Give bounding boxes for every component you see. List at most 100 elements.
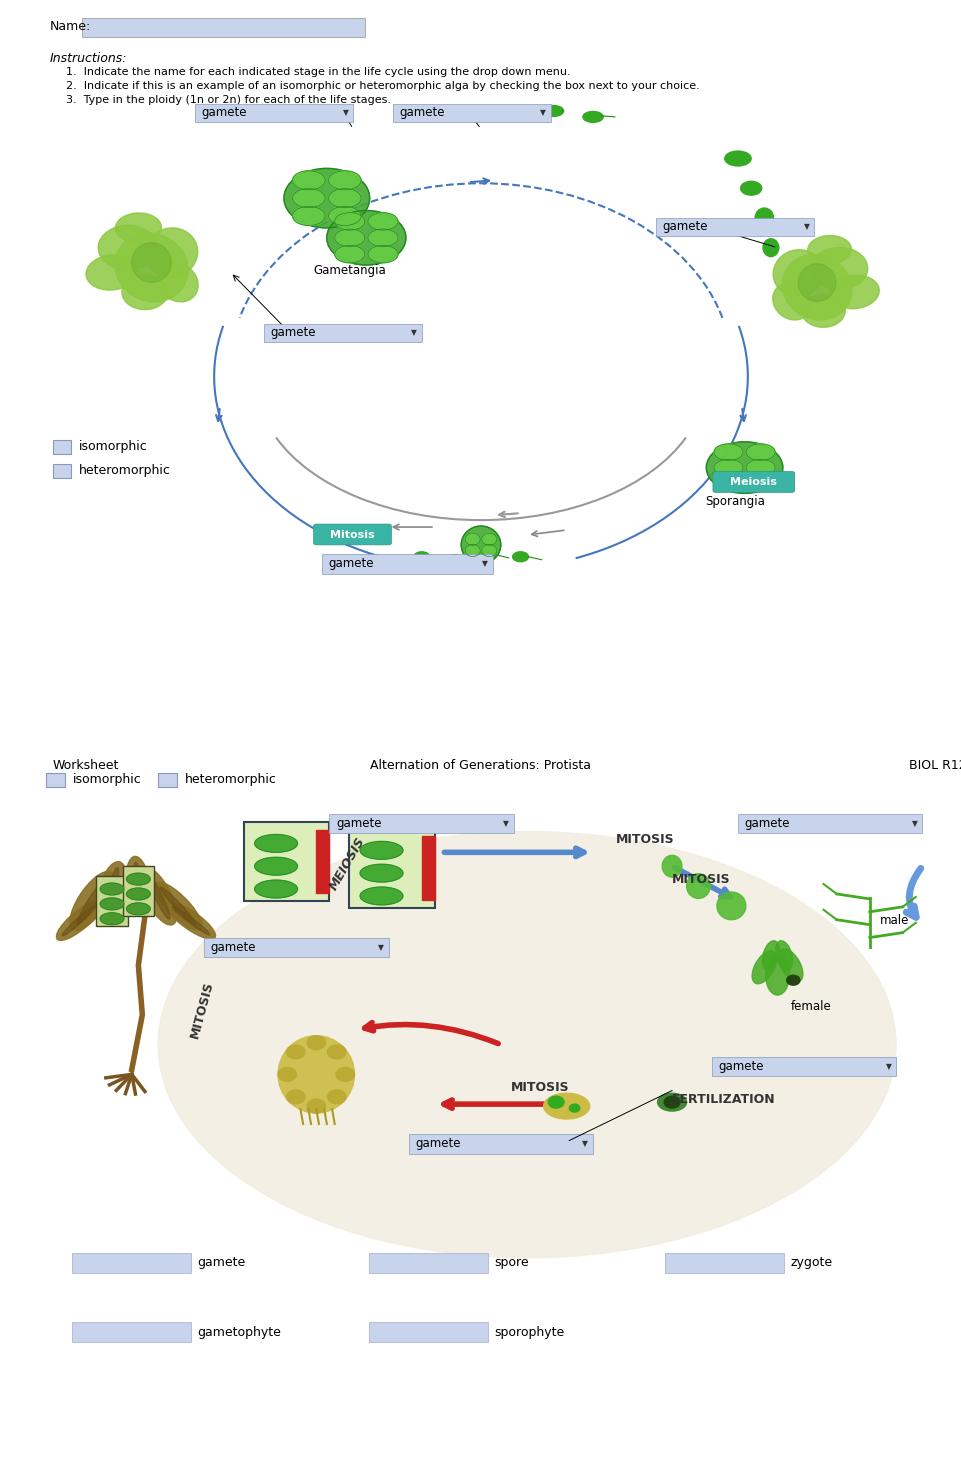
- FancyBboxPatch shape: [204, 938, 388, 957]
- Ellipse shape: [77, 878, 107, 925]
- Text: heteromorphic: heteromorphic: [185, 773, 276, 786]
- FancyBboxPatch shape: [72, 1254, 191, 1273]
- Text: gamete: gamete: [718, 1059, 763, 1072]
- Ellipse shape: [62, 906, 96, 937]
- Ellipse shape: [460, 526, 501, 564]
- Text: 1.  Indicate the name for each indicated stage in the life cycle using the drop : 1. Indicate the name for each indicated …: [65, 67, 570, 77]
- Text: gamete: gamete: [415, 1137, 460, 1150]
- FancyBboxPatch shape: [655, 218, 814, 235]
- Ellipse shape: [801, 294, 845, 327]
- Ellipse shape: [126, 856, 151, 916]
- Text: Alternation of Generations: Protista: Alternation of Generations: Protista: [370, 760, 591, 773]
- Text: spore: spore: [494, 1256, 529, 1270]
- FancyBboxPatch shape: [392, 104, 551, 121]
- Ellipse shape: [765, 955, 789, 995]
- Text: FERTILIZATION: FERTILIZATION: [672, 1093, 775, 1106]
- Ellipse shape: [329, 171, 360, 190]
- Text: Mitosis: Mitosis: [330, 530, 374, 541]
- Text: ▼: ▼: [540, 108, 546, 117]
- Ellipse shape: [367, 229, 398, 247]
- Text: Instructions:: Instructions:: [50, 51, 128, 64]
- Text: isomorphic: isomorphic: [79, 440, 148, 453]
- Circle shape: [286, 1090, 305, 1103]
- Ellipse shape: [278, 1036, 354, 1113]
- FancyBboxPatch shape: [72, 1322, 191, 1343]
- Text: ▼: ▼: [503, 820, 508, 828]
- Ellipse shape: [367, 213, 398, 231]
- Ellipse shape: [752, 951, 776, 983]
- Text: gamete: gamete: [202, 107, 247, 120]
- Circle shape: [327, 1045, 346, 1059]
- Text: MITOSIS: MITOSIS: [188, 980, 216, 1040]
- Ellipse shape: [359, 842, 403, 859]
- Text: ▼: ▼: [481, 560, 487, 568]
- Text: ▼: ▼: [342, 108, 348, 117]
- Bar: [96, 877, 128, 926]
- Ellipse shape: [86, 254, 137, 291]
- Ellipse shape: [740, 181, 761, 196]
- Ellipse shape: [446, 555, 462, 565]
- Ellipse shape: [478, 108, 491, 114]
- Text: ▼: ▼: [885, 1062, 891, 1071]
- FancyBboxPatch shape: [53, 463, 71, 478]
- Text: gamete: gamete: [399, 107, 444, 120]
- FancyBboxPatch shape: [737, 814, 922, 833]
- Ellipse shape: [746, 444, 775, 460]
- Ellipse shape: [775, 941, 792, 970]
- Bar: [349, 828, 434, 907]
- Ellipse shape: [292, 171, 325, 190]
- FancyBboxPatch shape: [408, 1134, 592, 1154]
- Ellipse shape: [292, 206, 325, 225]
- Ellipse shape: [754, 207, 773, 228]
- FancyBboxPatch shape: [369, 1254, 487, 1273]
- Ellipse shape: [292, 188, 325, 207]
- Circle shape: [335, 1068, 354, 1081]
- Ellipse shape: [777, 948, 802, 982]
- Ellipse shape: [127, 874, 150, 885]
- Ellipse shape: [582, 111, 603, 123]
- Ellipse shape: [661, 855, 681, 877]
- Ellipse shape: [172, 907, 209, 935]
- Ellipse shape: [413, 552, 430, 561]
- Text: MITOSIS: MITOSIS: [672, 874, 730, 885]
- Circle shape: [548, 1096, 563, 1107]
- Circle shape: [307, 1099, 325, 1113]
- Text: gametophyte: gametophyte: [197, 1325, 282, 1338]
- Ellipse shape: [705, 441, 782, 494]
- Circle shape: [327, 1090, 346, 1103]
- Text: 2.  Indicate if this is an example of an isomorphic or heteromorphic alga by che: 2. Indicate if this is an example of an …: [65, 82, 699, 91]
- Ellipse shape: [762, 941, 778, 970]
- Ellipse shape: [465, 533, 480, 545]
- FancyBboxPatch shape: [313, 524, 391, 545]
- FancyBboxPatch shape: [53, 440, 71, 454]
- Text: BIOL R122: BIOL R122: [908, 760, 961, 773]
- Ellipse shape: [543, 1093, 589, 1119]
- Ellipse shape: [716, 893, 745, 920]
- Text: gamete: gamete: [328, 557, 373, 570]
- Text: ▼: ▼: [378, 942, 383, 953]
- Text: Sporangia: Sporangia: [704, 495, 764, 508]
- Text: male: male: [879, 915, 909, 928]
- Ellipse shape: [481, 545, 496, 557]
- Text: Gametangia: Gametangia: [313, 263, 386, 276]
- Text: heteromorphic: heteromorphic: [79, 465, 171, 478]
- Ellipse shape: [329, 188, 360, 207]
- Ellipse shape: [713, 459, 742, 476]
- Ellipse shape: [70, 871, 114, 931]
- FancyBboxPatch shape: [711, 1056, 896, 1077]
- Ellipse shape: [255, 880, 297, 899]
- FancyBboxPatch shape: [195, 104, 353, 121]
- Ellipse shape: [773, 250, 823, 297]
- Text: 3.  Type in the ploidy (1n or 2n) for each of the life stages.: 3. Type in the ploidy (1n or 2n) for eac…: [65, 95, 390, 105]
- Ellipse shape: [100, 882, 124, 896]
- Ellipse shape: [465, 545, 480, 557]
- Text: gamete: gamete: [335, 817, 382, 830]
- Ellipse shape: [122, 275, 168, 310]
- Ellipse shape: [145, 228, 198, 278]
- Ellipse shape: [359, 865, 403, 882]
- Text: Meiosis: Meiosis: [729, 478, 776, 488]
- Circle shape: [278, 1068, 296, 1081]
- Circle shape: [307, 1036, 325, 1049]
- FancyBboxPatch shape: [82, 18, 364, 37]
- Ellipse shape: [810, 247, 867, 289]
